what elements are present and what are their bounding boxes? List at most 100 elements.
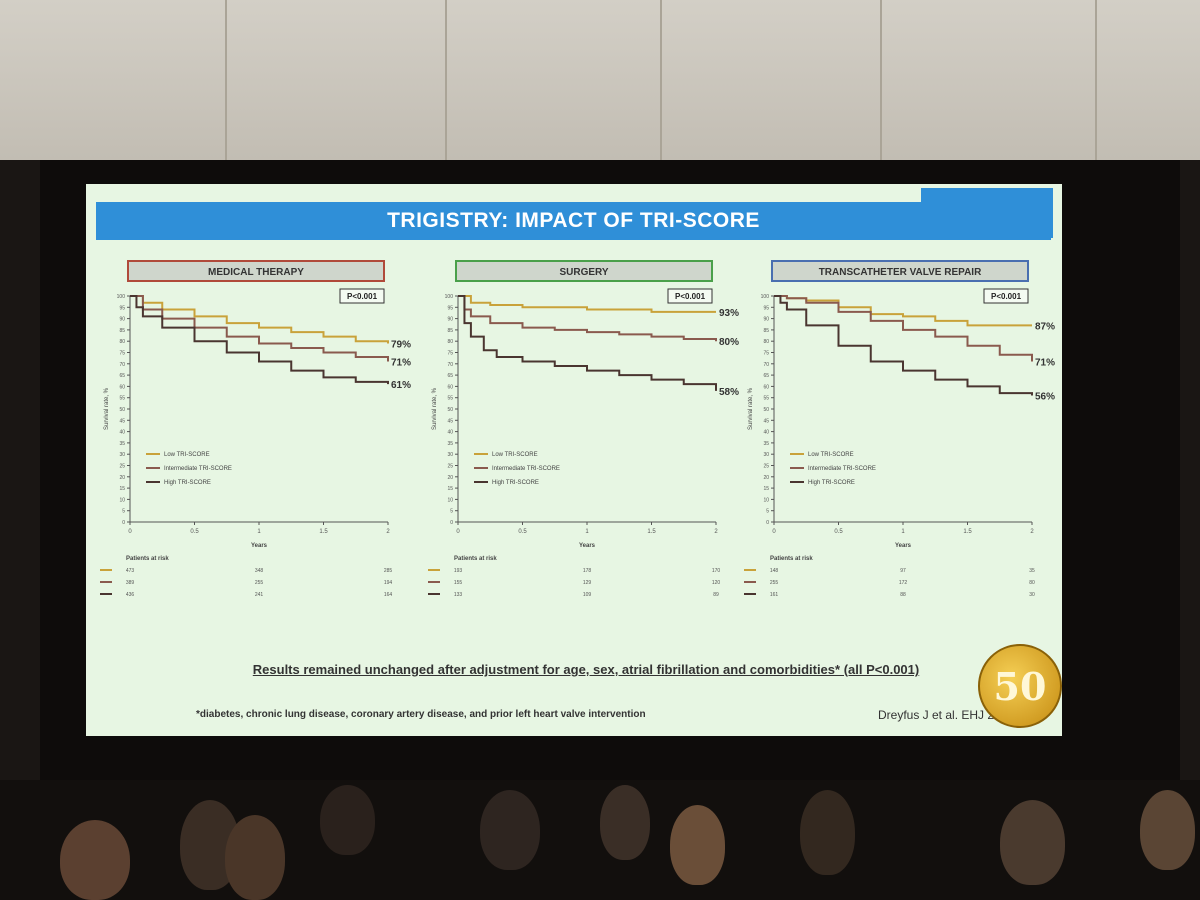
y-tick-label: 55 — [447, 396, 453, 402]
y-tick-label: 60 — [119, 384, 125, 390]
y-axis-label: Survival rate, % — [432, 387, 438, 430]
y-tick-label: 15 — [447, 486, 453, 492]
survival-curve — [130, 295, 389, 385]
x-tick-label: 2 — [386, 529, 390, 535]
at-risk-value: 133 — [454, 592, 463, 598]
chart-title: TRANSCATHETER VALVE REPAIR — [819, 267, 982, 278]
y-tick-label: 65 — [447, 373, 453, 379]
at-risk-value: 389 — [126, 580, 135, 586]
x-tick-label: 1 — [257, 529, 261, 535]
x-tick-label: 2 — [714, 529, 718, 535]
wall-panel-seam — [880, 0, 882, 160]
at-risk-value: 194 — [384, 580, 393, 586]
at-risk-value: 109 — [583, 592, 592, 598]
y-tick-label: 30 — [119, 452, 125, 458]
x-tick-label: 0 — [456, 529, 460, 535]
y-tick-label: 55 — [119, 396, 125, 402]
y-tick-label: 65 — [119, 373, 125, 379]
y-tick-label: 30 — [763, 452, 769, 458]
at-risk-value: 285 — [384, 568, 393, 574]
wall-panel-seam — [445, 0, 447, 160]
y-tick-label: 20 — [763, 475, 769, 481]
audience-head — [480, 790, 540, 870]
y-tick-label: 70 — [119, 362, 125, 368]
at-risk-value: 348 — [255, 568, 264, 574]
presentation-slide: TRIGISTRY: IMPACT OF TRI-SCORE MEDICAL T… — [86, 184, 1062, 736]
y-tick-label: 80 — [447, 339, 453, 345]
chart-panel: SURGERYP<0.00105101520253035404550556065… — [428, 260, 739, 598]
at-risk-value: 241 — [255, 592, 264, 598]
curve-end-label: 87% — [1035, 321, 1055, 332]
y-tick-label: 100 — [117, 294, 126, 300]
y-tick-label: 50 — [763, 407, 769, 413]
curve-end-label: 58% — [719, 387, 739, 398]
y-tick-label: 60 — [763, 384, 769, 390]
y-tick-label: 65 — [763, 373, 769, 379]
y-tick-label: 55 — [763, 396, 769, 402]
y-tick-label: 5 — [122, 509, 125, 515]
survival-charts: MEDICAL THERAPYP<0.001051015202530354045… — [100, 260, 1055, 598]
survival-curve — [774, 295, 1033, 396]
survival-curve — [458, 295, 716, 313]
at-risk-value: 148 — [770, 568, 779, 574]
x-tick-label: 1.5 — [319, 529, 328, 535]
y-tick-label: 30 — [447, 452, 453, 458]
y-tick-label: 35 — [119, 441, 125, 447]
y-tick-label: 85 — [763, 328, 769, 334]
curve-end-label: 93% — [719, 308, 739, 319]
curve-end-label: 71% — [391, 358, 411, 369]
legend-label: High TRI-SCORE — [492, 480, 539, 486]
survival-curve — [130, 295, 389, 362]
x-tick-label: 1.5 — [963, 529, 972, 535]
x-tick-label: 1 — [901, 529, 905, 535]
y-tick-label: 100 — [761, 294, 770, 300]
at-risk-value: 129 — [583, 580, 592, 586]
y-tick-label: 95 — [119, 305, 125, 311]
audience-head — [60, 820, 130, 900]
wall-panel-seam — [1095, 0, 1097, 160]
conference-room-wall — [0, 0, 1200, 160]
audience-head — [225, 815, 285, 900]
wall-panel-seam — [225, 0, 227, 160]
y-tick-label: 75 — [763, 351, 769, 357]
y-tick-label: 10 — [119, 497, 125, 503]
y-tick-label: 50 — [447, 407, 453, 413]
wall-panel-seam — [660, 0, 662, 160]
at-risk-value: 155 — [454, 580, 463, 586]
seal-number: 50 — [993, 663, 1047, 709]
chart-title-box — [455, 260, 713, 282]
x-tick-label: 0.5 — [834, 529, 843, 535]
y-tick-label: 0 — [450, 520, 453, 526]
legend-label: Intermediate TRI-SCORE — [808, 466, 876, 472]
y-tick-label: 45 — [119, 418, 125, 424]
y-tick-label: 0 — [766, 520, 769, 526]
at-risk-value: 97 — [900, 568, 906, 574]
y-tick-label: 0 — [122, 520, 125, 526]
y-tick-label: 15 — [119, 486, 125, 492]
y-tick-label: 20 — [119, 475, 125, 481]
p-value-box — [667, 288, 713, 304]
chart-title: SURGERY — [559, 267, 608, 278]
y-tick-label: 90 — [447, 317, 453, 323]
y-axis-label: Survival rate, % — [748, 387, 754, 430]
at-risk-value: 178 — [583, 568, 592, 574]
at-risk-value: 255 — [255, 580, 264, 586]
footnote: *diabetes, chronic lung disease, coronar… — [196, 709, 646, 720]
slide-title: TRIGISTRY: IMPACT OF TRI-SCORE — [96, 202, 1051, 240]
x-axis-label: Years — [579, 543, 596, 549]
at-risk-value: 473 — [126, 568, 135, 574]
at-risk-value: 88 — [900, 592, 906, 598]
audience-area — [0, 780, 1200, 900]
x-tick-label: 1.5 — [647, 529, 656, 535]
y-tick-label: 50 — [119, 407, 125, 413]
y-tick-label: 90 — [119, 317, 125, 323]
survival-curve — [458, 295, 717, 391]
at-risk-value: 30 — [1029, 592, 1035, 598]
y-tick-label: 45 — [763, 418, 769, 424]
x-tick-label: 0.5 — [518, 529, 527, 535]
y-tick-label: 60 — [447, 384, 453, 390]
y-tick-label: 10 — [447, 497, 453, 503]
y-tick-label: 95 — [447, 305, 453, 311]
curve-end-label: 71% — [1035, 358, 1055, 369]
x-tick-label: 0 — [128, 529, 132, 535]
